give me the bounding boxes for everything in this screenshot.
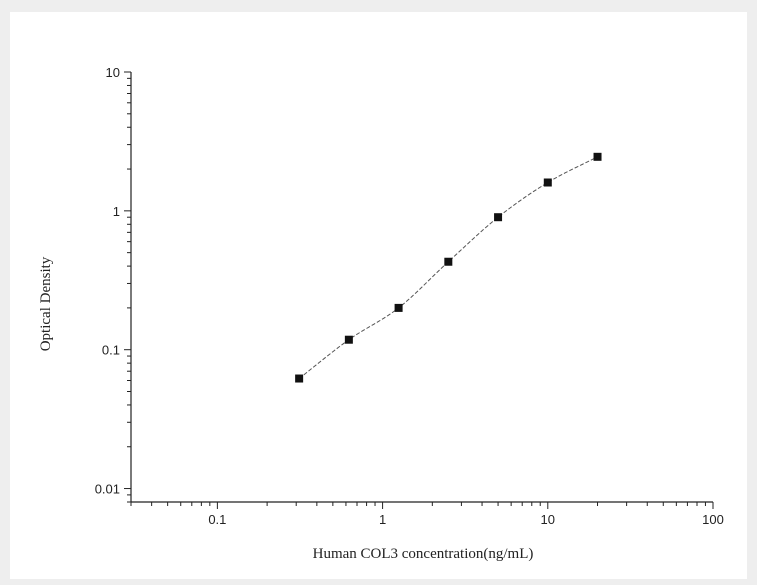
data-point: [344, 335, 353, 344]
y-tick-label: 0.01: [95, 482, 120, 497]
fit-curve-layer: [298, 156, 598, 379]
data-point: [593, 152, 602, 161]
x-tick-label: 10: [541, 512, 555, 527]
data-point: [494, 213, 503, 222]
chart-card: 0.1 1 10 100 0.01 0.1 1 10 Human COL3 concentra…: [10, 12, 747, 579]
x-axis-title: Human COL3 concentration(ng/mL): [313, 546, 534, 562]
x-tick-label: 0.1: [208, 512, 226, 527]
data-point: [543, 178, 552, 187]
y-tick-label: 10: [106, 65, 120, 80]
x-tick-label: 1: [379, 512, 386, 527]
y-tick-label: 1: [113, 204, 120, 219]
data-points-layer: [295, 152, 602, 383]
x-tick-label: 100: [702, 512, 724, 527]
y-axis-title: Optical Density: [38, 256, 54, 351]
fit-curve: [298, 156, 598, 379]
data-point: [295, 374, 304, 383]
data-point: [394, 303, 403, 312]
y-tick-label: 0.1: [102, 343, 120, 358]
axes: 0.1 1 10 100 0.01 0.1 1 10: [95, 65, 724, 527]
chart-svg: 0.1 1 10 100 0.01 0.1 1 10 Human COL3 concentra…: [38, 65, 724, 562]
data-point: [444, 257, 453, 266]
